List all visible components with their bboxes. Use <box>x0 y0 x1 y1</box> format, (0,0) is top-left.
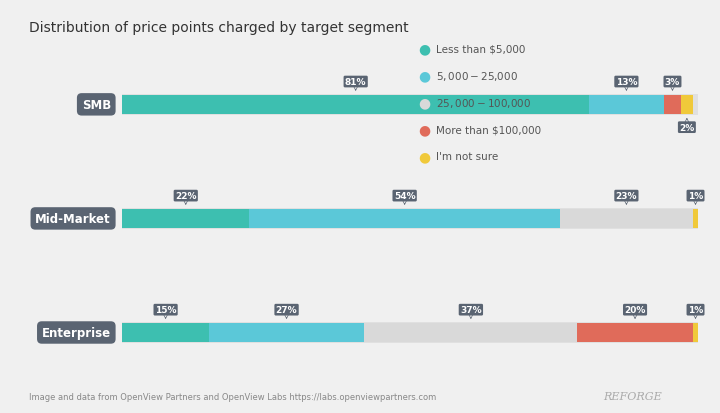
Text: 1%: 1% <box>688 192 703 201</box>
Text: ●: ● <box>419 43 431 57</box>
Bar <box>577 323 693 342</box>
Text: More than $100,000: More than $100,000 <box>436 125 541 135</box>
Text: 1%: 1% <box>688 306 703 314</box>
Bar <box>122 323 209 342</box>
Text: Less than $5,000: Less than $5,000 <box>436 45 525 55</box>
Text: ●: ● <box>419 123 431 137</box>
Bar <box>560 210 693 228</box>
Text: 54%: 54% <box>394 192 415 201</box>
Bar <box>664 96 681 114</box>
Bar <box>364 323 577 342</box>
Bar <box>122 210 249 228</box>
Text: ●: ● <box>419 96 431 110</box>
Bar <box>693 323 698 342</box>
Text: $5,000 - $25,000: $5,000 - $25,000 <box>436 70 518 83</box>
Text: I'm not sure: I'm not sure <box>436 152 498 162</box>
Bar <box>122 96 589 114</box>
Text: REFORGE: REFORGE <box>603 391 662 401</box>
Text: $25,000 - $100,000: $25,000 - $100,000 <box>436 97 531 110</box>
Text: 20%: 20% <box>624 306 646 314</box>
Text: 13%: 13% <box>616 78 637 87</box>
Bar <box>693 210 698 228</box>
Text: Distribution of price points charged by target segment: Distribution of price points charged by … <box>29 21 408 35</box>
Text: 81%: 81% <box>345 78 366 87</box>
Bar <box>681 96 693 114</box>
Text: Image and data from OpenView Partners and OpenView Labs https://labs.openviewpar: Image and data from OpenView Partners an… <box>29 392 436 401</box>
Text: 37%: 37% <box>460 306 482 314</box>
Text: SMB: SMB <box>81 99 111 112</box>
Bar <box>249 210 560 228</box>
Text: 2%: 2% <box>679 123 695 132</box>
Bar <box>589 96 664 114</box>
Text: 23%: 23% <box>616 192 637 201</box>
Bar <box>122 322 698 344</box>
Text: Mid-Market: Mid-Market <box>35 212 111 225</box>
Bar <box>122 94 698 116</box>
Bar <box>209 323 364 342</box>
Text: ●: ● <box>419 150 431 164</box>
Text: 3%: 3% <box>665 78 680 87</box>
Text: 27%: 27% <box>276 306 297 314</box>
Bar <box>122 208 698 230</box>
Text: 15%: 15% <box>155 306 176 314</box>
Text: ●: ● <box>419 69 431 83</box>
Text: 22%: 22% <box>175 192 197 201</box>
Text: Enterprise: Enterprise <box>42 326 111 339</box>
